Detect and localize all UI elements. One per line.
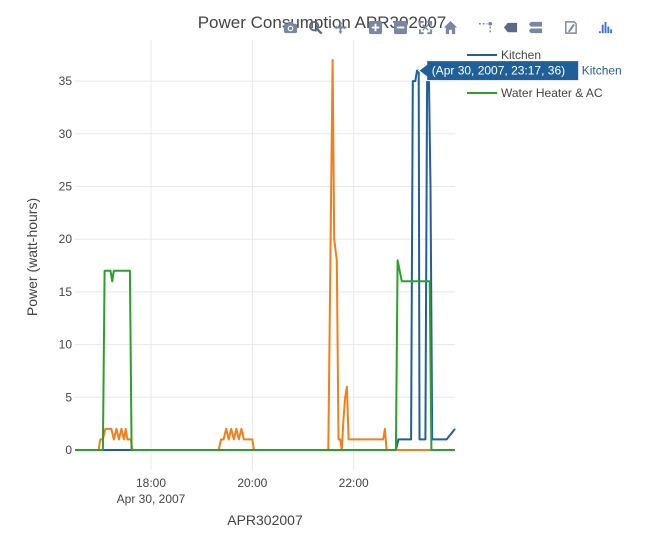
- y-tick-label: 5: [65, 390, 72, 404]
- y-tick-label: 35: [59, 74, 73, 88]
- hover-text: (Apr 30, 2007, 23:17, 36): [432, 64, 565, 78]
- plotly-logo-icon[interactable]: [593, 14, 618, 40]
- x-tick-label: 18:00: [136, 476, 166, 490]
- y-tick-label: 20: [59, 232, 73, 246]
- hover-box: [417, 60, 580, 82]
- x-tick-label: 22:00: [339, 476, 369, 490]
- home-icon[interactable]: [438, 14, 463, 40]
- y-tick-label: 15: [59, 285, 73, 299]
- hover-tooltip: (Apr 30, 2007, 23:17, 36) Kitchen: [417, 60, 622, 82]
- legend[interactable]: Kitchen Water Heater & AC: [467, 48, 603, 100]
- y-tick-labels: 0 5 10 15 20 25 30 35: [59, 74, 73, 457]
- y-tick-label: 10: [59, 338, 73, 352]
- modebar: [278, 14, 618, 40]
- series-line-2[interactable]: [75, 259, 455, 451]
- y-tick-label: 30: [59, 127, 73, 141]
- zoom-in-icon[interactable]: [363, 14, 388, 40]
- y-axis-label: Power (watt-hours): [24, 198, 40, 316]
- y-tick-label: 25: [59, 179, 73, 193]
- spike-lines-icon[interactable]: [473, 14, 498, 40]
- zoom-out-icon[interactable]: [388, 14, 413, 40]
- edit-in-chart-studio-icon[interactable]: [558, 14, 583, 40]
- series-line-1[interactable]: [75, 59, 455, 451]
- camera-icon[interactable]: [278, 14, 303, 40]
- hover-compare-icon[interactable]: [523, 14, 548, 40]
- legend-item: Kitchen: [501, 48, 541, 62]
- series-line-0[interactable]: [75, 69, 456, 451]
- zoom-icon[interactable]: [303, 14, 328, 40]
- pan-icon[interactable]: [328, 14, 353, 40]
- x-tick-labels: 18:00 Apr 30, 2007 20:00 22:00: [117, 476, 369, 506]
- x-tick-label: 20:00: [237, 476, 267, 490]
- hover-closest-icon[interactable]: [498, 14, 523, 40]
- x-axis-label: APR302007: [227, 512, 303, 528]
- chart-title: Power Consumption APR302007: [198, 13, 447, 32]
- series-layer[interactable]: [75, 59, 456, 451]
- y-tick-label: 0: [65, 443, 72, 457]
- autoscale-icon[interactable]: [413, 14, 438, 40]
- grid-layer: [75, 40, 455, 470]
- x-tick-sublabel: Apr 30, 2007: [117, 492, 186, 506]
- hover-series-name: Kitchen: [582, 64, 622, 78]
- legend-item: Water Heater & AC: [501, 86, 603, 100]
